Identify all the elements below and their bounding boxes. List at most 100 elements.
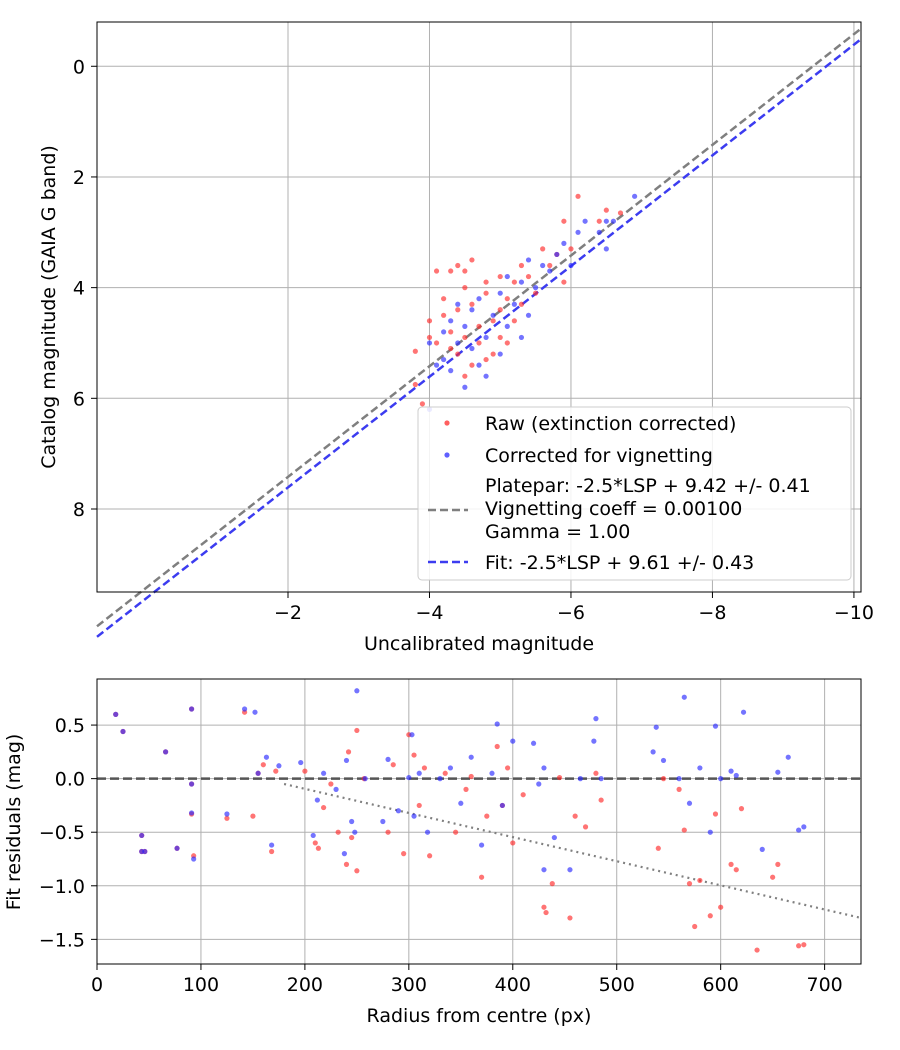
raw-point <box>728 861 734 867</box>
corrected-point <box>191 856 197 862</box>
corrected-point <box>525 312 532 318</box>
raw-point <box>478 874 485 880</box>
raw-point <box>483 279 489 285</box>
bottom-y-ticks: 0.5 0.0 −0.5 −1.0 −1.5 <box>39 715 97 951</box>
corrected-point <box>775 769 781 775</box>
corrected-point <box>536 781 542 787</box>
y-tick-label: 6 <box>73 388 85 410</box>
x-tick-label: 300 <box>391 974 427 996</box>
raw-point <box>462 268 468 274</box>
corrected-point <box>448 368 454 374</box>
corrected-point <box>343 757 350 764</box>
corrected-point <box>455 301 461 307</box>
top-y-ticks: 0 2 4 6 8 <box>73 56 97 521</box>
raw-point <box>412 348 418 354</box>
corrected-point <box>310 832 316 839</box>
corrected-point <box>596 229 602 235</box>
raw-point <box>354 727 360 734</box>
raw-point <box>540 246 546 252</box>
corrected-point <box>469 345 475 352</box>
raw-point <box>260 762 266 768</box>
bottom-y-axis-label: Fit residuals (mag) <box>3 734 25 911</box>
raw-point <box>598 797 604 803</box>
corrected-point <box>568 262 574 269</box>
raw-point <box>412 381 418 388</box>
raw-point <box>541 904 547 910</box>
corrected-point <box>489 770 495 776</box>
legend-platepar-line-2: Vignetting coeff = 0.00100 <box>485 498 742 520</box>
raw-point <box>476 323 482 329</box>
corrected-point <box>411 813 417 819</box>
corrected-point <box>462 384 468 390</box>
raw-point <box>520 792 526 798</box>
raw-point <box>681 827 687 833</box>
corrected-point <box>759 846 765 852</box>
corrected-point <box>142 848 148 855</box>
corrected-point <box>497 351 503 357</box>
corrected-point <box>409 732 415 738</box>
raw-point <box>427 853 433 859</box>
corrected-point <box>242 706 248 712</box>
legend-corrected-label: Corrected for vignetting <box>485 445 713 467</box>
y-tick-label: −1.0 <box>39 876 85 898</box>
bottom-x-axis-label: Radius from centre (px) <box>367 1005 592 1027</box>
vignetting-trend-line <box>283 782 862 920</box>
corrected-point <box>497 290 503 296</box>
corrected-point <box>426 340 433 346</box>
corrected-point <box>681 694 687 700</box>
corrected-point <box>632 193 638 199</box>
raw-point <box>561 218 567 224</box>
corrected-point <box>510 738 516 744</box>
corrected-point <box>341 851 347 857</box>
raw-point <box>426 318 433 324</box>
top-y-axis-label: Catalog magnitude (GAIA G band) <box>38 145 60 469</box>
corrected-point <box>469 307 475 313</box>
corrected-point <box>380 818 386 825</box>
raw-point <box>349 834 355 841</box>
y-tick-label: −1.5 <box>39 929 85 951</box>
corrected-point <box>352 829 358 835</box>
raw-point <box>525 273 532 280</box>
raw-point <box>712 811 719 817</box>
raw-point <box>490 351 496 357</box>
raw-point <box>561 279 567 285</box>
x-tick-label: −10 <box>834 602 874 624</box>
corrected-point <box>476 296 482 302</box>
corrected-point <box>541 765 547 771</box>
corrected-point <box>349 818 355 825</box>
x-tick-label: −6 <box>557 602 585 624</box>
corrected-point <box>441 329 447 335</box>
raw-point <box>455 262 461 269</box>
raw-point <box>510 840 516 846</box>
corrected-point <box>650 749 656 755</box>
corrected-point <box>188 810 195 816</box>
corrected-point <box>458 800 464 806</box>
raw-point <box>796 943 802 949</box>
corrected-point <box>551 834 557 841</box>
corrected-point <box>424 829 431 835</box>
raw-point <box>442 770 448 776</box>
corrected-point <box>224 811 230 817</box>
x-tick-label: 500 <box>599 974 635 996</box>
raw-point <box>572 813 578 819</box>
corrected-point <box>511 301 517 307</box>
corrected-point <box>554 251 560 258</box>
raw-point <box>455 351 461 357</box>
raw-point <box>543 909 549 916</box>
x-tick-label: 200 <box>287 974 323 996</box>
y-tick-label: −0.5 <box>39 822 85 844</box>
y-tick-label: 0 <box>73 56 85 78</box>
corrected-point <box>321 770 327 776</box>
raw-point <box>575 193 581 199</box>
raw-point <box>484 813 490 819</box>
raw-point <box>343 861 350 867</box>
raw-point <box>494 743 500 750</box>
corrected-point <box>255 770 261 776</box>
corrected-point <box>530 740 537 746</box>
x-tick-label: 100 <box>183 974 219 996</box>
raw-point <box>504 296 510 302</box>
x-tick-label: 0 <box>91 974 103 996</box>
raw-point <box>518 262 525 269</box>
raw-point <box>775 861 781 867</box>
y-tick-label: 8 <box>73 499 85 521</box>
